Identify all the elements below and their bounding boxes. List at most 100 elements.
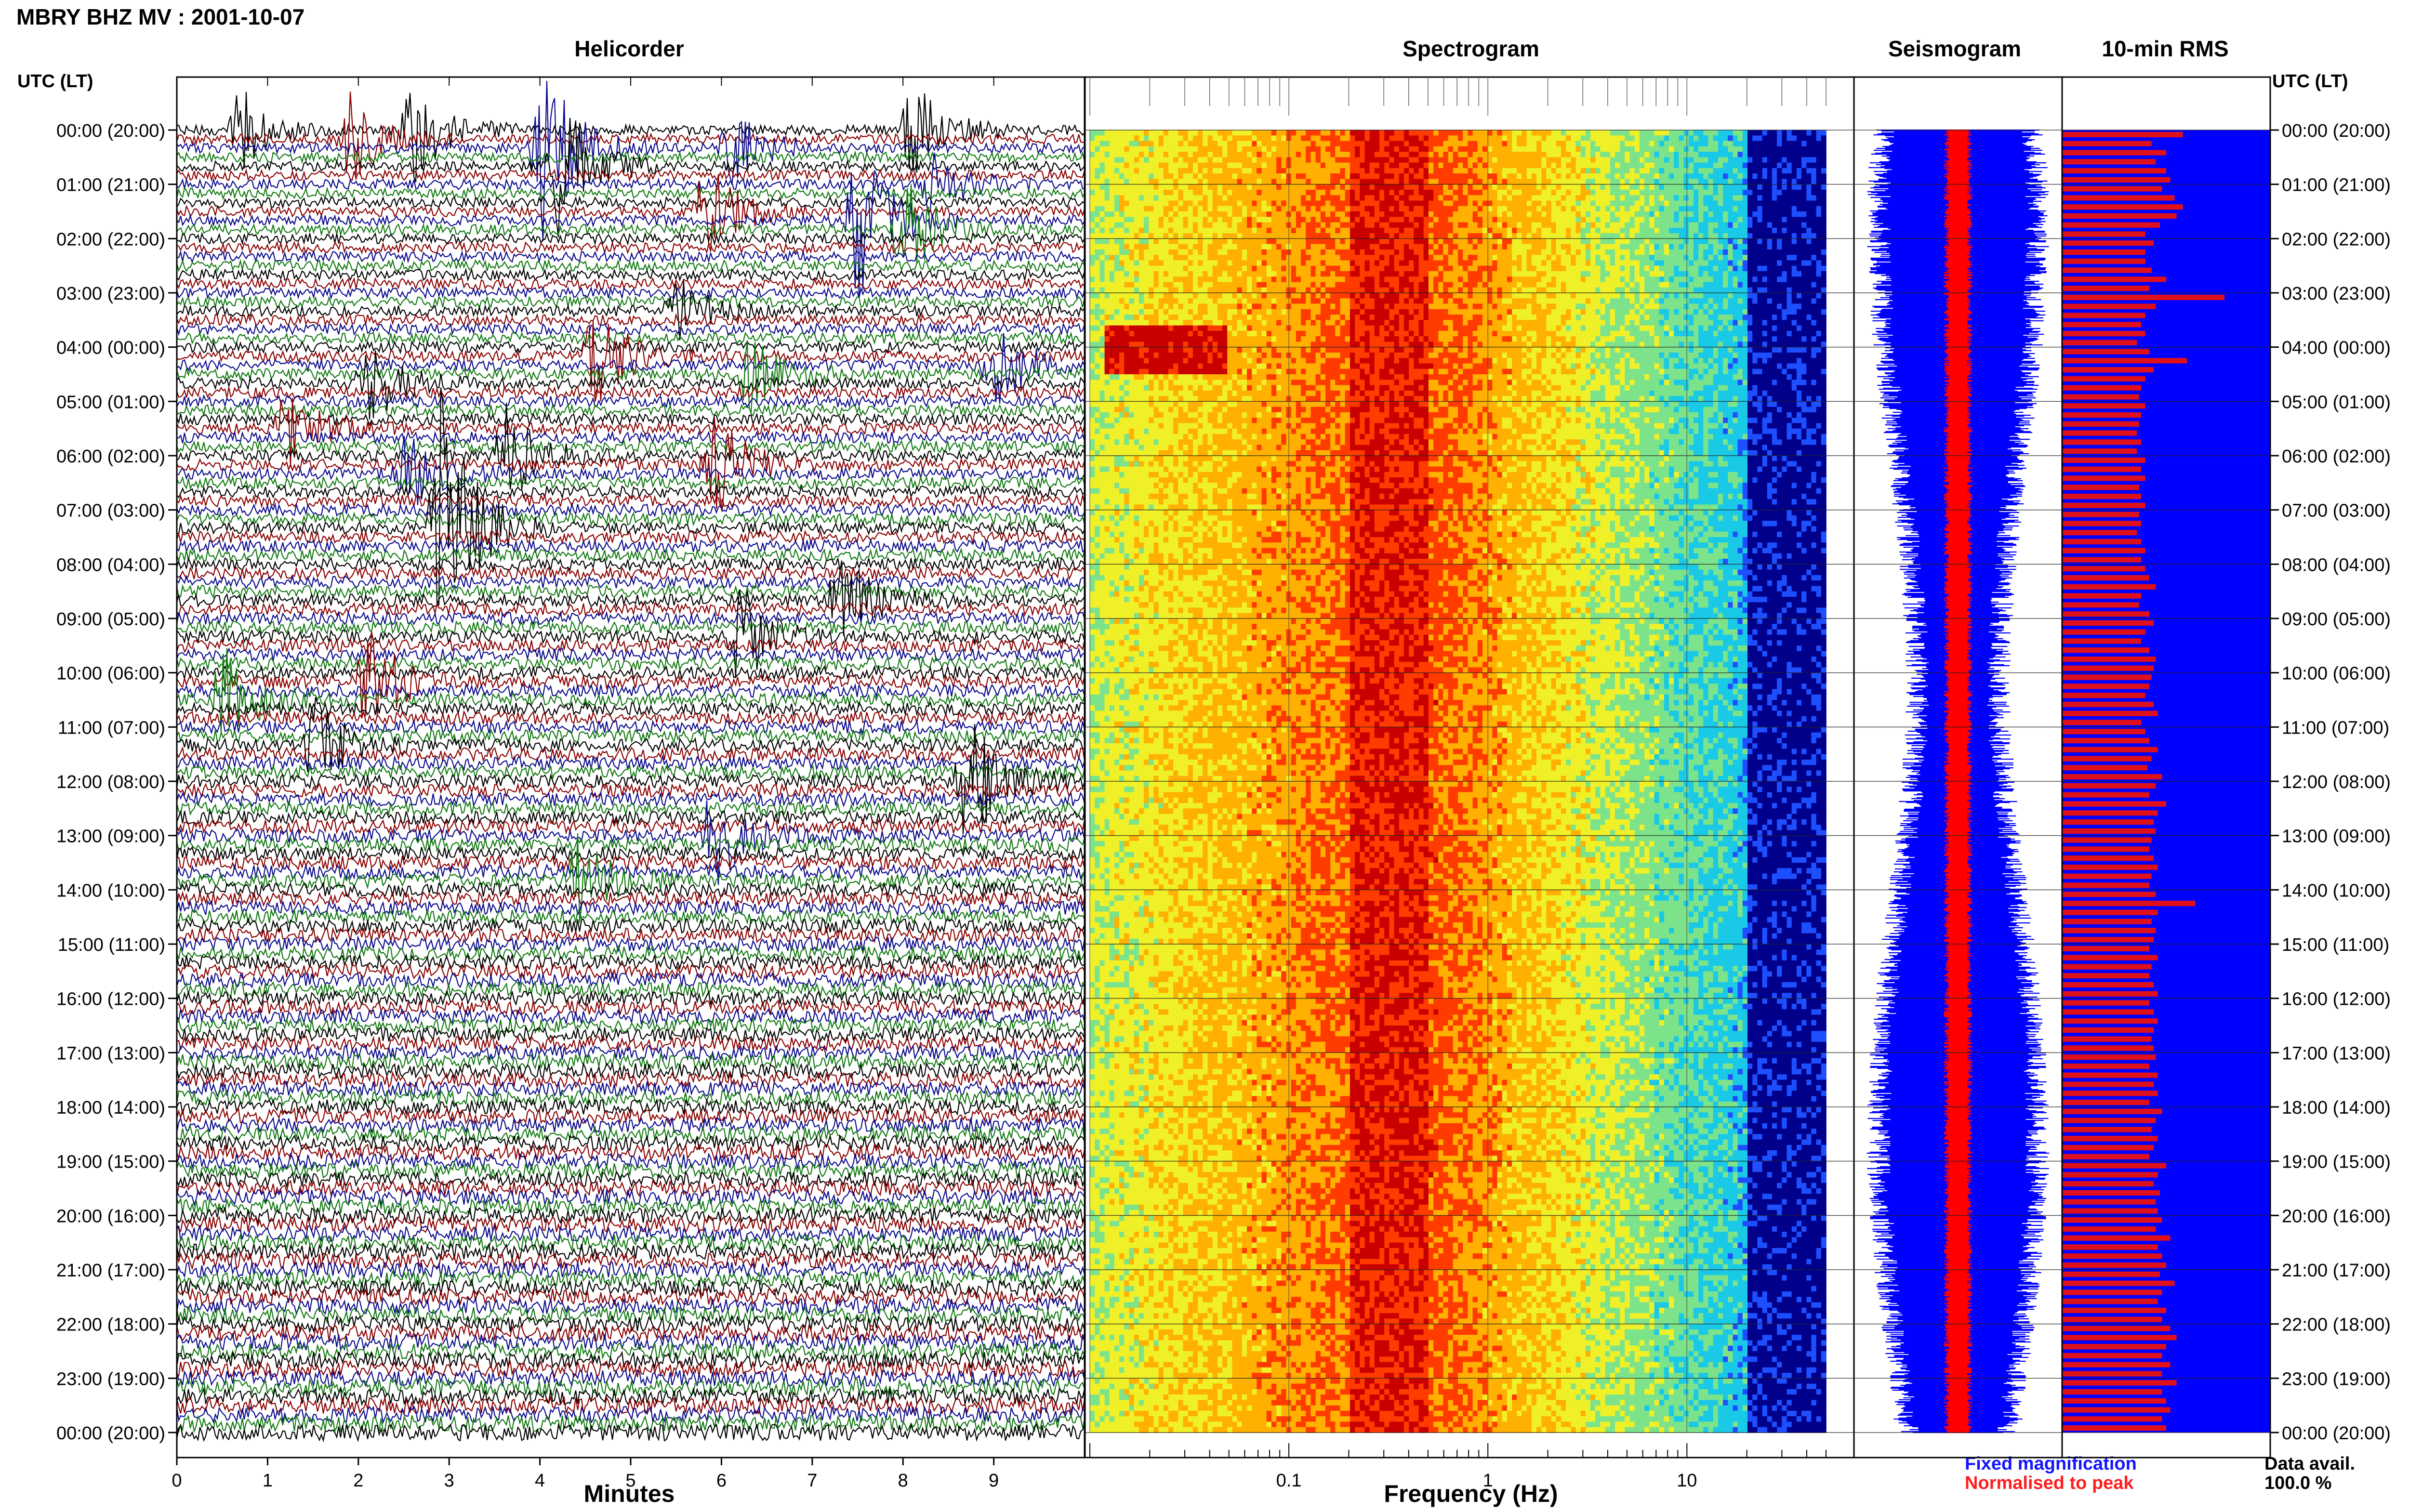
spectrogram-cell — [1571, 233, 1576, 239]
spectrogram-cell — [1463, 238, 1469, 245]
spectrogram-cell — [1737, 168, 1743, 174]
spectrogram-cell — [1468, 195, 1473, 201]
spectrogram-cell — [1468, 173, 1473, 180]
spectrogram-cell — [1718, 265, 1723, 272]
spectrogram-cell — [1492, 157, 1498, 163]
spectrogram-cell — [1168, 227, 1174, 234]
spectrogram-cell — [1718, 173, 1723, 180]
spectrogram-cell — [1531, 233, 1537, 239]
spectrogram-cell — [1114, 195, 1120, 201]
spectrogram-cell — [1104, 249, 1110, 255]
spectrogram-cell — [1345, 211, 1350, 218]
helicorder-trace — [176, 1369, 1085, 1388]
spectrogram-cell — [1782, 222, 1787, 228]
spectrogram-cell — [1566, 184, 1572, 190]
spectrogram-cell — [1453, 179, 1458, 185]
spectrogram-cell — [1688, 249, 1694, 255]
spectrogram-cell — [1620, 217, 1626, 223]
spectrogram-cell — [1203, 141, 1208, 147]
spectrogram-cell — [1448, 249, 1454, 255]
spectrogram-cell — [1561, 184, 1566, 190]
spectrogram-cell — [1227, 255, 1233, 261]
spectrogram-cell — [1418, 265, 1424, 272]
spectrogram-cell — [1463, 271, 1469, 277]
spectrogram-cell — [1566, 255, 1572, 261]
spectrogram-cell — [1600, 152, 1606, 158]
spectrogram-cell — [1688, 271, 1694, 277]
helicorder-trace — [176, 818, 1085, 835]
spectrogram-cell — [1811, 217, 1817, 223]
spectrogram-cell — [1625, 265, 1630, 272]
spectrogram-cell — [1320, 227, 1326, 234]
spectrogram-cell — [1575, 152, 1581, 158]
spectrogram-cell — [1708, 184, 1714, 190]
spectrogram-cell — [1192, 249, 1198, 255]
spectrogram-cell — [1124, 255, 1130, 261]
spectrogram-cell — [1517, 298, 1522, 304]
spectrogram-cell — [1138, 211, 1144, 218]
spectrogram-cell — [1590, 293, 1596, 299]
spectrogram-cell — [1703, 130, 1709, 136]
spectrogram-cell — [1610, 162, 1615, 169]
spectrogram-cell — [1364, 189, 1370, 196]
spectrogram-cell — [1443, 146, 1449, 152]
spectrogram-cell — [1340, 189, 1346, 196]
spectrogram-cell — [1261, 227, 1267, 234]
helicorder-trace — [176, 881, 1085, 899]
spectrogram-cell — [1163, 173, 1169, 180]
spectrogram-cell — [1536, 238, 1542, 245]
spectrogram-cell — [1149, 146, 1154, 152]
spectrogram-cell — [1777, 293, 1783, 299]
spectrogram-cell — [1468, 293, 1473, 299]
spectrogram-cell — [1247, 157, 1252, 163]
spectrogram-cell — [1266, 222, 1272, 228]
spectrogram-cell — [1659, 152, 1665, 158]
spectrogram-cell — [1762, 227, 1768, 234]
spectrogram-cell — [1389, 168, 1395, 174]
spectrogram-cell — [1639, 282, 1645, 288]
spectrogram-cell — [1762, 152, 1768, 158]
spectrogram-cell — [1629, 179, 1635, 185]
spectrogram-cell — [1536, 211, 1542, 218]
spectrogram-cell — [1796, 282, 1802, 288]
spectrogram-cell — [1674, 146, 1680, 152]
spectrogram-cell — [1227, 152, 1233, 158]
spectrogram-cell — [1330, 184, 1336, 190]
spectrogram-cell — [1556, 195, 1562, 201]
spectrogram-cell — [1124, 195, 1130, 201]
spectrogram-cell — [1482, 276, 1488, 283]
spectrogram-cell — [1694, 222, 1699, 228]
spectrogram-cell — [1791, 271, 1797, 277]
spectrogram-cell — [1281, 238, 1287, 245]
spectrogram-cell — [1252, 173, 1257, 180]
spectrogram-cell — [1183, 135, 1189, 142]
spectrogram-cell — [1497, 265, 1503, 272]
spectrogram-cell — [1561, 260, 1566, 266]
spectrogram-cell — [1708, 200, 1714, 207]
spectrogram-cell — [1517, 200, 1522, 207]
spectrogram-cell — [1507, 244, 1512, 250]
spectrogram-cell — [1138, 146, 1144, 152]
spectrogram-cell — [1575, 179, 1581, 185]
spectrogram-cell — [1355, 227, 1361, 234]
spectrogram-cell — [1203, 146, 1208, 152]
spectrogram-cell — [1708, 249, 1714, 255]
spectrogram-cell — [1227, 168, 1233, 174]
spectrogram-cell — [1639, 184, 1645, 190]
spectrogram-cell — [1522, 276, 1527, 283]
spectrogram-cell — [1610, 141, 1615, 147]
spectrogram-cell — [1639, 238, 1645, 245]
spectrogram-cell — [1580, 217, 1586, 223]
spectrogram-cell — [1389, 255, 1395, 261]
spectrogram-cell — [1634, 271, 1640, 277]
spectrogram-cell — [1522, 227, 1527, 234]
spectrogram-cell — [1266, 206, 1272, 212]
spectrogram-cell — [1522, 222, 1527, 228]
spectrogram-cell — [1551, 211, 1557, 218]
spectrogram-cell — [1747, 222, 1753, 228]
spectrogram-cell — [1350, 211, 1355, 218]
spectrogram-cell — [1791, 265, 1797, 272]
spectrogram-cell — [1723, 157, 1729, 163]
spectrogram-cell — [1134, 152, 1139, 158]
spectrogram-cell — [1723, 146, 1729, 152]
